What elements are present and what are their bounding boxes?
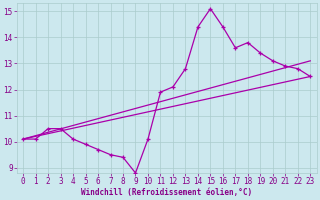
X-axis label: Windchill (Refroidissement éolien,°C): Windchill (Refroidissement éolien,°C) — [81, 188, 252, 197]
